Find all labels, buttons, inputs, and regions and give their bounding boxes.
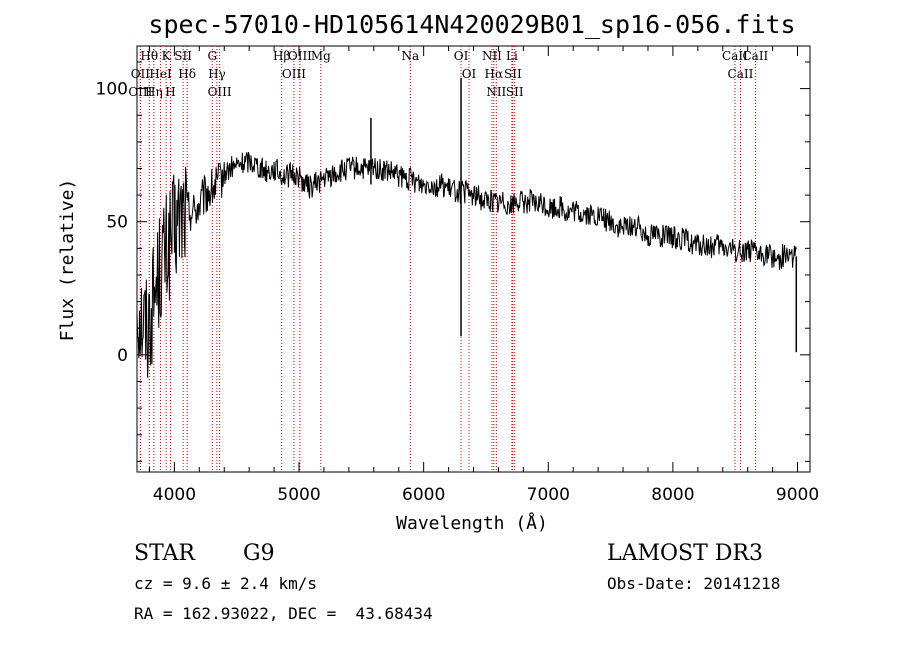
- line-label-5: K: [162, 49, 172, 63]
- object-subclass: G9: [243, 541, 275, 566]
- sky-coordinates: RA = 162.93022, DEC = 43.68434: [134, 604, 433, 623]
- object-class: STAR: [134, 541, 195, 566]
- chart-title: spec-57010-HD105614N420029B01_sp16-056.f…: [148, 10, 795, 39]
- line-label-15: Mg: [311, 49, 331, 63]
- line-label-7: SII: [174, 49, 192, 63]
- line-label-21: NII: [486, 85, 506, 99]
- line-label-13: OIII: [282, 67, 306, 81]
- line-label-23: SII: [504, 67, 522, 81]
- spectrum-line: [136, 151, 797, 378]
- x-tick-label: 8000: [651, 485, 694, 505]
- line-label-10: Hγ: [208, 67, 226, 81]
- line-label-6: H: [165, 85, 175, 99]
- spectral-line-labels: HθOIIOIIIHηHeIKHSIIHδGHγOIIIHβOIIIOIIIMg…: [128, 49, 768, 99]
- line-label-25: CaII: [722, 49, 748, 63]
- line-label-16: Na: [401, 49, 419, 63]
- line-label-22: Li: [506, 49, 518, 63]
- line-label-4: HeI: [149, 67, 172, 81]
- spectral-line-markers: [139, 46, 756, 472]
- line-label-27: CaII: [742, 49, 768, 63]
- y-tick-label: 100: [96, 80, 128, 100]
- axis-ticks: [137, 46, 810, 472]
- x-tick-label: 7000: [527, 485, 570, 505]
- redshift-velocity: cz = 9.6 ± 2.4 km/s: [134, 574, 318, 593]
- line-label-20: Hα: [485, 67, 504, 81]
- line-label-3: Hη: [145, 85, 163, 99]
- line-label-24: SII: [506, 85, 524, 99]
- x-tick-label: 4000: [153, 485, 196, 505]
- line-label-1: OII: [131, 67, 151, 81]
- x-tick-label: 9000: [776, 485, 819, 505]
- y-tick-label: 0: [117, 346, 128, 366]
- line-label-26: CaII: [728, 67, 754, 81]
- line-label-17: OI: [454, 49, 469, 63]
- line-label-0: Hθ: [140, 49, 158, 63]
- x-tick-label: 5000: [277, 485, 320, 505]
- line-label-18: OI: [462, 67, 477, 81]
- spectrum-features: [370, 77, 798, 353]
- y-axis-label: Flux (relative): [57, 179, 78, 342]
- survey-name: LAMOST DR3: [607, 541, 763, 566]
- line-label-12: Hβ: [273, 49, 290, 63]
- x-axis-label: Wavelength (Å): [396, 512, 548, 534]
- plot-frame: [136, 45, 811, 473]
- observation-date: Obs-Date: 20141218: [607, 574, 781, 593]
- line-label-19: NII: [482, 49, 502, 63]
- line-label-14: OIII: [288, 49, 312, 63]
- line-label-9: G: [207, 49, 217, 63]
- tick-labels: 4000 5000 6000 7000 8000 9000 0 50 100: [96, 80, 820, 505]
- x-tick-label: 6000: [402, 485, 445, 505]
- line-label-11: OIII: [208, 85, 232, 99]
- y-tick-label: 50: [106, 213, 128, 233]
- line-label-8: Hδ: [178, 67, 196, 81]
